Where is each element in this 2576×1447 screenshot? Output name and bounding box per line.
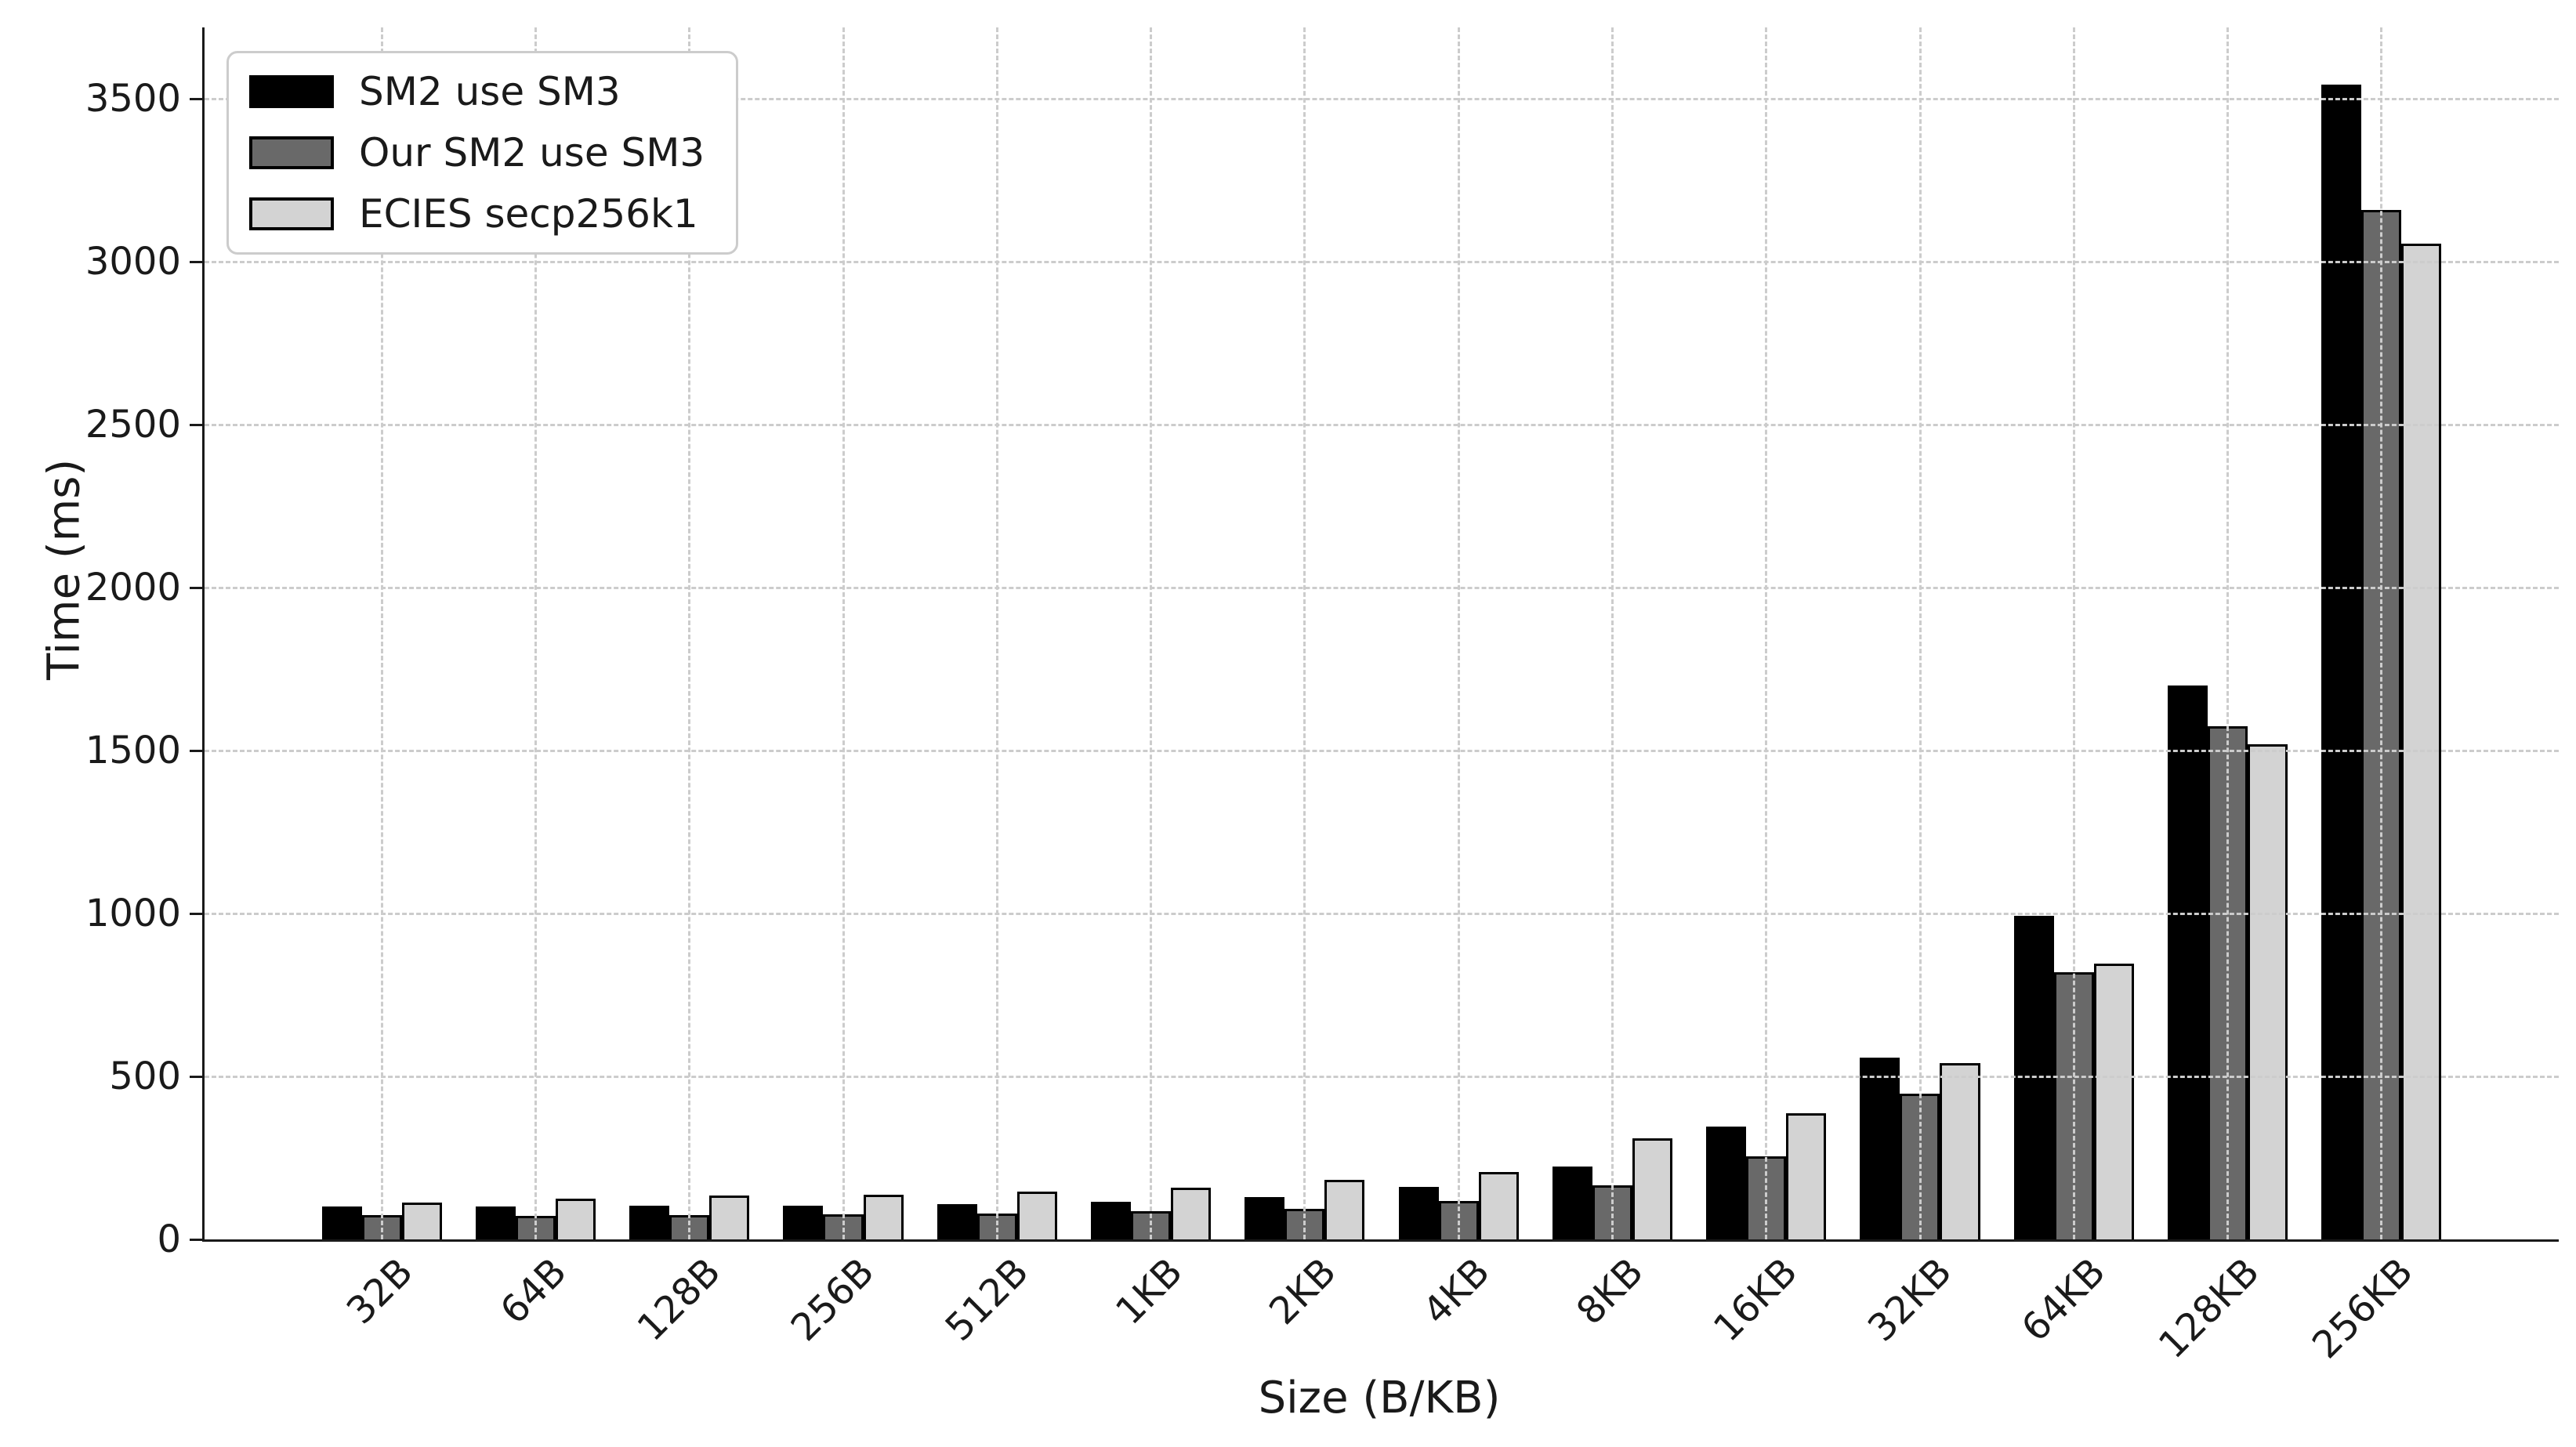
y-tick-label: 500 (109, 1055, 181, 1099)
bar (937, 1203, 977, 1239)
x-tick-label: 32B (338, 1250, 422, 1333)
bar-group (1228, 27, 1382, 1239)
y-tick-mark (190, 1075, 202, 1078)
y-tick-label: 2500 (85, 403, 181, 447)
bar (401, 1202, 442, 1239)
x-tick-label: 1KB (1107, 1250, 1191, 1333)
legend-swatch (249, 197, 334, 230)
legend-label: ECIES secp256k1 (359, 191, 698, 237)
bar (669, 1215, 710, 1239)
bar (1552, 1166, 1592, 1239)
x-tick-label: 2KB (1260, 1250, 1345, 1333)
bar (515, 1215, 556, 1239)
bar-group (2305, 27, 2458, 1239)
bar (783, 1206, 824, 1239)
bar (1016, 1192, 1057, 1239)
bar-group (1997, 27, 2150, 1239)
bar-group (1382, 27, 1535, 1239)
legend-label: SM2 use SM3 (359, 69, 621, 114)
bar (709, 1196, 750, 1239)
bar (976, 1213, 1017, 1239)
bar (2401, 244, 2442, 1239)
bar (863, 1195, 904, 1239)
bar (1940, 1063, 1980, 1239)
bar (321, 1206, 362, 1239)
y-tick-mark (190, 749, 202, 752)
x-tick-label: 128B (629, 1250, 730, 1350)
x-tick-label: 32KB (1859, 1250, 1960, 1351)
bar (1786, 1112, 1827, 1239)
x-tick-label: 64KB (2013, 1250, 2114, 1351)
bar (1171, 1188, 1212, 1239)
bar (1478, 1171, 1519, 1239)
bar (1438, 1201, 1479, 1239)
bar (1706, 1127, 1747, 1239)
y-tick-mark (190, 98, 202, 100)
y-tick-mark (190, 1238, 202, 1241)
x-tick-label: 256KB (2303, 1250, 2422, 1368)
y-tick-label: 3000 (85, 240, 181, 284)
bar (2013, 916, 2054, 1239)
y-tick-label: 1500 (85, 729, 181, 773)
bar-group (2150, 27, 2304, 1239)
y-tick-label: 0 (157, 1217, 181, 1261)
bar (629, 1205, 670, 1239)
bar (2321, 84, 2362, 1239)
bar (1284, 1209, 1325, 1239)
bar (2361, 209, 2402, 1239)
bar (555, 1198, 596, 1239)
bar (1860, 1058, 1900, 1239)
bars-layer (205, 27, 2559, 1239)
legend-label: Our SM2 use SM3 (359, 130, 705, 175)
bar (475, 1206, 516, 1239)
y-tick-label: 2000 (85, 566, 181, 610)
bar-group (766, 27, 920, 1239)
bar (1091, 1201, 1132, 1239)
bar (2167, 686, 2208, 1239)
bar (2053, 972, 2094, 1239)
x-tick-label: 16KB (1705, 1250, 1806, 1351)
legend: SM2 use SM3 Our SM2 use SM3 ECIES secp256k… (226, 51, 739, 255)
bar-group (1535, 27, 1689, 1239)
bar (823, 1214, 864, 1239)
bar (1900, 1093, 1940, 1239)
bar-group (920, 27, 1074, 1239)
bar (1245, 1196, 1285, 1239)
bar (1746, 1156, 1787, 1239)
bar-group (1690, 27, 1843, 1239)
plot-area: 0 500 1000 1500 2000 2500 3000 3500 32B 64B 128B 2… (85, 27, 2559, 1367)
x-axis-title: Size (B/KB) (1258, 1373, 1501, 1423)
legend-swatch (249, 75, 334, 108)
bar-group (1074, 27, 1227, 1239)
x-tick-label: 4KB (1415, 1250, 1498, 1333)
y-tick-label: 1000 (85, 892, 181, 936)
y-tick-mark (190, 423, 202, 426)
bar (1131, 1211, 1172, 1239)
legend-item: ECIES secp256k1 (249, 194, 705, 233)
legend-item: Our SM2 use SM3 (249, 133, 705, 172)
bar (1632, 1138, 1672, 1239)
y-tick-mark (190, 260, 202, 263)
bar (361, 1214, 402, 1239)
y-axis-title: Time (ms) (38, 458, 90, 680)
x-tick-label: 128KB (2150, 1250, 2268, 1368)
legend-swatch (249, 136, 334, 169)
x-tick-label: 64B (492, 1250, 576, 1333)
bar-group (1843, 27, 1997, 1239)
bar (1592, 1185, 1632, 1239)
legend-item: SM2 use SM3 (249, 72, 705, 111)
bar (2208, 726, 2248, 1239)
y-tick-mark (190, 912, 202, 915)
y-tick-label: 3500 (85, 77, 181, 121)
y-tick-mark (190, 586, 202, 589)
bar (2093, 964, 2134, 1239)
x-tick-label: 512B (937, 1250, 1038, 1350)
bar (1398, 1187, 1439, 1239)
x-tick-label: 256B (783, 1250, 883, 1350)
bar (1324, 1179, 1365, 1239)
x-tick-label: 8KB (1568, 1250, 1653, 1333)
bar (2248, 743, 2288, 1239)
